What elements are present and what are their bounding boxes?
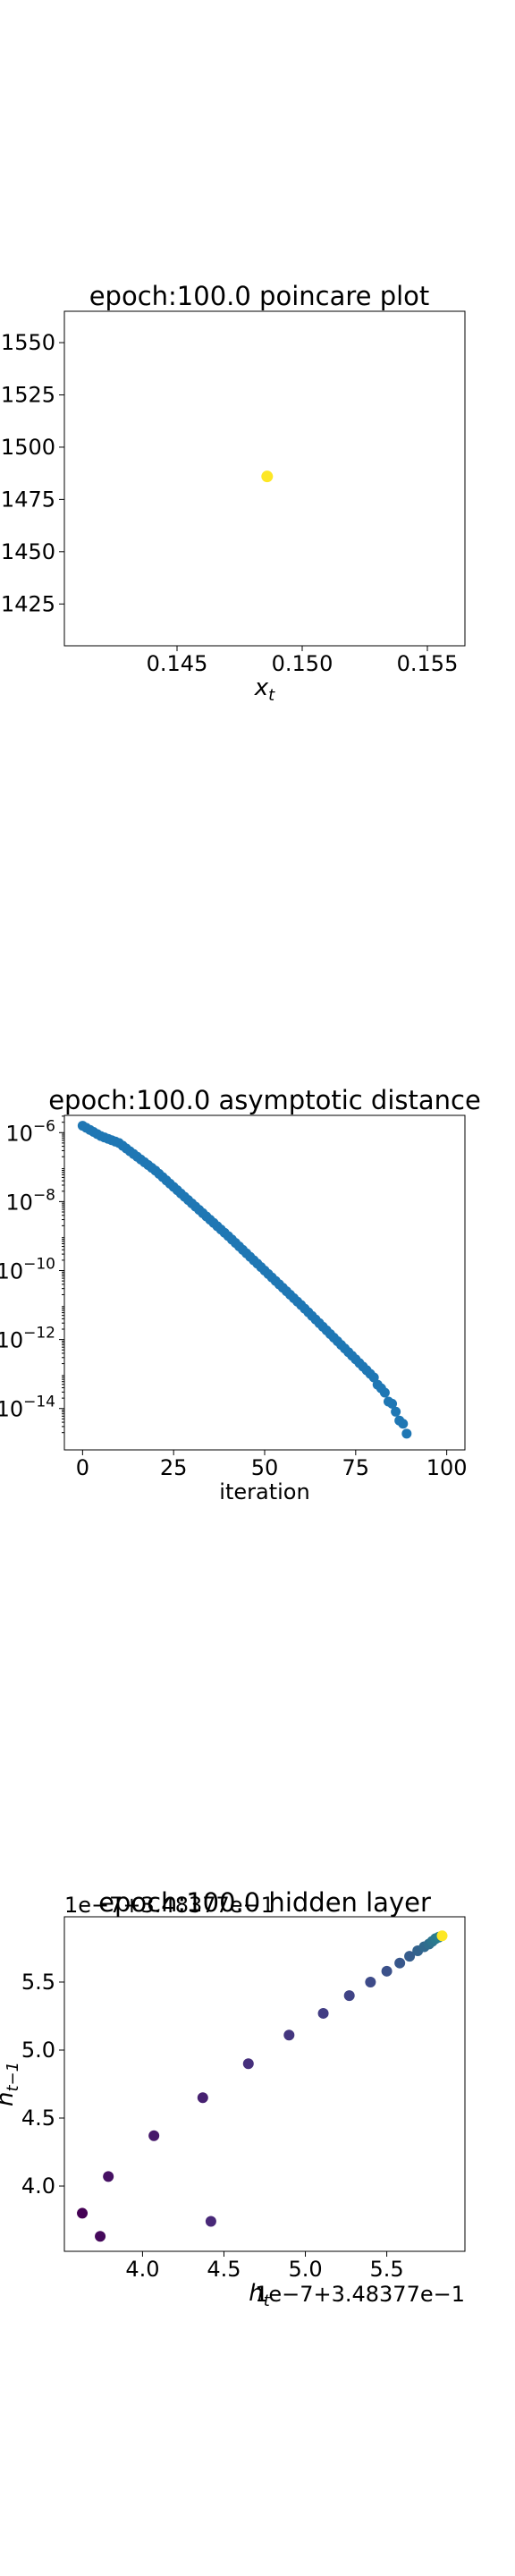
- chart1-y-tick-label: 1475: [1, 487, 55, 512]
- chart3-x-offset-text: 1e−7+3.48377e−1: [255, 2282, 465, 2307]
- chart1-y-tick-label: 1450: [1, 539, 55, 564]
- chart3-point: [198, 2092, 208, 2103]
- chart3-y-offset-text: 1e−7+3.48377e−1: [64, 1893, 274, 1918]
- chart1-x-label: xt: [254, 674, 275, 705]
- chart3-point: [95, 2231, 106, 2241]
- chart1-x-tick-label: 0.150: [272, 651, 333, 676]
- chart2-x-tick-label: 50: [251, 1455, 279, 1480]
- chart3-frame: [64, 1917, 465, 2251]
- chart3-x-tick-label: 4.5: [207, 2257, 241, 2282]
- chart2-point: [398, 1419, 408, 1428]
- chart3-y-tick-label: 5.5: [21, 1970, 55, 1995]
- chart1-point: [261, 470, 273, 482]
- chart3-x-tick-label: 5.0: [288, 2257, 322, 2282]
- chart1-y-tick-label: 1525: [1, 383, 55, 408]
- chart2-x-tick-label: 25: [160, 1455, 188, 1480]
- chart3-point: [283, 2029, 294, 2040]
- chart2-x-tick-label: 0: [76, 1455, 89, 1480]
- chart3-y-tick-label: 5.0: [21, 2038, 55, 2063]
- chart2-y-tick-label: 10−6: [5, 1117, 55, 1146]
- chart3-point: [437, 1930, 448, 1941]
- chart3-x-tick-label: 4.0: [125, 2257, 159, 2282]
- chart1-y-tick-label: 1500: [1, 435, 55, 460]
- chart3-y-tick-label: 4.5: [21, 2106, 55, 2131]
- chart2-title: epoch:100.0 asymptotic distance: [48, 1085, 481, 1115]
- chart3-y-label: ht−1: [0, 2062, 22, 2106]
- chart3-point: [206, 2216, 216, 2227]
- chart2-point: [380, 1387, 390, 1397]
- chart3-point: [344, 1990, 355, 2001]
- chart2-y-tick-label: 10−10: [0, 1256, 55, 1284]
- chart1-title: epoch:100.0 poincare plot: [89, 281, 430, 311]
- chart3-point: [77, 2207, 88, 2218]
- chart1-x-tick-label: 0.155: [397, 651, 459, 676]
- chart3-x-tick-label: 5.5: [369, 2257, 403, 2282]
- chart2-point: [401, 1428, 411, 1438]
- chart2-y-tick-label: 10−8: [5, 1186, 55, 1215]
- chart3-point: [394, 1958, 405, 1969]
- chart2-frame: [64, 1115, 465, 1450]
- chart3-point: [318, 2008, 329, 2019]
- chart2-point: [391, 1407, 401, 1417]
- chart3-point: [365, 1977, 376, 1987]
- chart1-y-tick-label: 1550: [1, 330, 55, 355]
- chart3-point: [382, 1966, 393, 1977]
- chart1-y-tick-label: 1425: [1, 591, 55, 616]
- chart3-point: [103, 2171, 114, 2182]
- chart2-y-tick-label: 10−14: [0, 1394, 55, 1422]
- chart2-x-tick-label: 75: [342, 1455, 370, 1480]
- chart3-point: [148, 2131, 159, 2141]
- chart3-point: [243, 2058, 254, 2069]
- chart2-y-tick-label: 10−12: [0, 1325, 55, 1353]
- chart2-x-label: iteration: [219, 1479, 309, 1504]
- chart2-x-tick-label: 100: [426, 1455, 468, 1480]
- chart1-x-tick-label: 0.145: [147, 651, 208, 676]
- chart3-y-tick-label: 4.0: [21, 2174, 55, 2199]
